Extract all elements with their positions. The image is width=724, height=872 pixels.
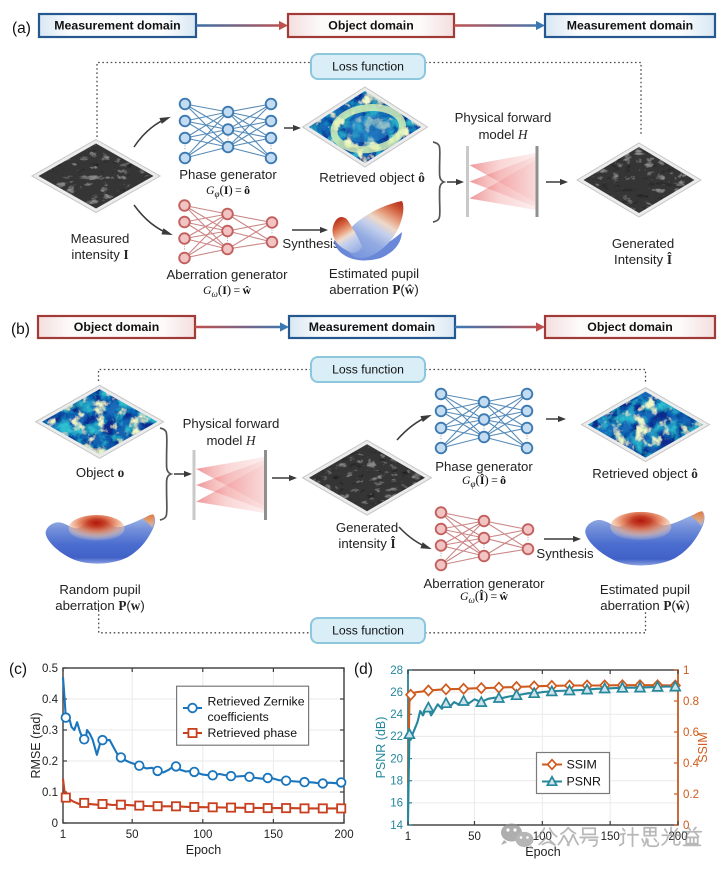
svg-text:aberration P(w): aberration P(w) [55,598,144,613]
svg-text:Object o: Object o [76,465,125,480]
svg-text:0.8: 0.8 [683,696,699,708]
svg-text:0.4: 0.4 [683,758,700,770]
svg-text:16: 16 [390,798,403,810]
svg-text:model H: model H [478,127,529,142]
svg-text:Physical forward: Physical forward [455,110,552,125]
svg-text:Synthesis: Synthesis [536,546,594,561]
svg-text:Gω(Î) = ŵ: Gω(Î) = ŵ [460,588,509,605]
svg-text:RMSE (rad): RMSE (rad) [29,713,43,779]
svg-text:coefficients: coefficients [208,710,269,724]
svg-text:26: 26 [390,687,403,699]
svg-text:0.6: 0.6 [683,727,699,739]
svg-text:Measured: Measured [71,231,130,246]
svg-text:22: 22 [390,731,403,743]
svg-text:Gφ(I) = ô: Gφ(I) = ô [206,182,250,199]
svg-text:Object domain: Object domain [587,320,672,334]
svg-text:0.5: 0.5 [42,663,58,675]
svg-text:intensity Î: intensity Î [338,536,395,551]
svg-text:Loss function: Loss function [332,624,404,638]
svg-text:(d): (d) [354,661,373,678]
svg-text:Object domain: Object domain [74,320,159,334]
svg-text:intensity I: intensity I [71,247,128,262]
svg-text:Loss function: Loss function [332,60,404,74]
svg-text:28: 28 [390,665,403,677]
svg-text:200: 200 [334,829,353,841]
svg-text:Retrieved Zernike: Retrieved Zernike [208,695,305,709]
svg-text:PSNR (dB): PSNR (dB) [374,717,388,779]
svg-text:Estimated pupil: Estimated pupil [329,266,419,281]
svg-text:Random pupil: Random pupil [59,582,140,597]
svg-text:20: 20 [390,753,403,765]
svg-text:Retrieved object ô: Retrieved object ô [319,170,425,185]
svg-text:Synthesis: Synthesis [282,236,340,251]
svg-text:(a): (a) [12,20,31,37]
svg-text:Intensity Î: Intensity Î [614,252,672,267]
svg-text:18: 18 [390,776,403,788]
svg-text:Epoch: Epoch [186,843,221,857]
svg-text:Retrieved phase: Retrieved phase [208,726,298,740]
svg-text:Measurement domain: Measurement domain [567,19,693,33]
svg-text:0.2: 0.2 [42,756,58,768]
svg-text:Gφ(Î) = ô: Gφ(Î) = ô [462,472,506,489]
svg-text:Object domain: Object domain [328,19,413,33]
svg-text:Measurement domain: Measurement domain [54,19,180,33]
svg-text:aberration P(ŵ): aberration P(ŵ) [329,282,418,297]
svg-text:0.2: 0.2 [683,789,699,801]
svg-text:Generated: Generated [336,520,398,535]
svg-text:(c): (c) [9,661,27,678]
svg-text:1: 1 [60,829,66,841]
svg-text:PSNR: PSNR [567,775,601,789]
svg-text:150: 150 [264,829,283,841]
svg-text:model H: model H [206,433,257,448]
svg-text:Gω(I) = ŵ: Gω(I) = ŵ [203,282,252,299]
svg-text:Epoch: Epoch [525,845,560,859]
svg-text:SSIM: SSIM [696,732,710,763]
svg-text:24: 24 [390,709,403,721]
svg-text:Phase generator: Phase generator [435,459,533,474]
svg-text:Physical forward: Physical forward [183,416,280,431]
svg-text:100: 100 [533,831,552,843]
svg-text:50: 50 [468,831,481,843]
svg-text:0.4: 0.4 [42,694,59,706]
svg-text:100: 100 [193,829,212,841]
svg-text:0: 0 [683,820,689,832]
svg-text:14: 14 [390,820,403,832]
svg-text:0.1: 0.1 [42,787,58,799]
svg-text:Aberration generator: Aberration generator [167,267,289,282]
svg-text:Loss function: Loss function [332,363,404,377]
svg-text:0: 0 [52,818,58,830]
svg-text:(b): (b) [11,321,30,338]
svg-text:Generated: Generated [612,236,674,251]
svg-text:Retrieved object ô: Retrieved object ô [592,466,698,481]
svg-text:1: 1 [683,665,689,677]
svg-text:Estimated pupil: Estimated pupil [600,582,690,597]
svg-text:150: 150 [601,831,620,843]
svg-text:SSIM: SSIM [567,758,597,772]
svg-text:Aberration generator: Aberration generator [424,576,546,591]
svg-text:50: 50 [126,829,139,841]
svg-text:aberration P(ŵ): aberration P(ŵ) [600,598,689,613]
svg-text:0.3: 0.3 [42,725,58,737]
svg-text:Phase generator: Phase generator [179,167,277,182]
svg-text:1: 1 [405,831,411,843]
svg-text:Measurement domain: Measurement domain [309,320,435,334]
